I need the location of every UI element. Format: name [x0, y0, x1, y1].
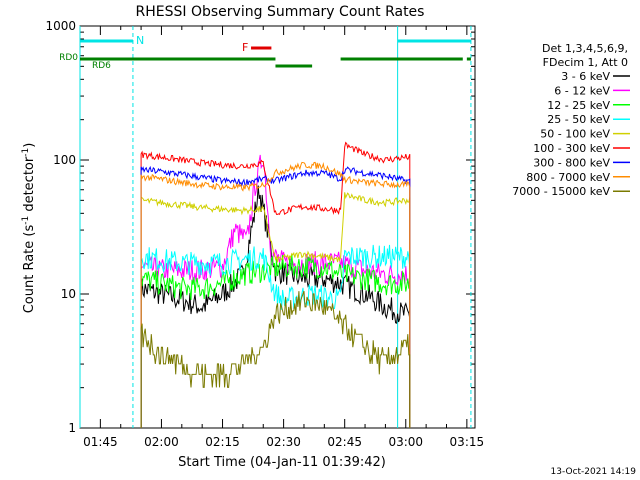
- legend-entry-label: 50 - 100 keV: [540, 128, 610, 141]
- legend-entry-label: 25 - 50 keV: [547, 113, 610, 126]
- legend-header-2: FDecim 1, Att 0: [543, 56, 628, 69]
- legend-entry-label: 3 - 6 keV: [561, 70, 610, 83]
- flag-bars: N F RD0 RD6: [59, 34, 471, 71]
- series-line: [140, 161, 411, 428]
- y-tick-label: 1: [68, 421, 76, 435]
- y-tick-label: 100: [53, 153, 76, 167]
- legend-header-1: Det 1,3,4,5,6,9,: [542, 42, 628, 55]
- legend-entry-label: 12 - 25 keV: [547, 99, 610, 112]
- footer-date: 13-Oct-2021 14:19: [551, 467, 637, 477]
- series-line: [140, 192, 411, 428]
- rd0-flag-label: RD0: [59, 53, 78, 63]
- x-axis: 01:45 02:00 02:15 02:30 02:45 03:00 03:15: [79, 26, 485, 449]
- y-axis-label-sup-2: -1: [21, 148, 31, 157]
- series-line: [140, 141, 411, 428]
- y-axis-label-part-2: detector: [22, 156, 37, 216]
- night-flag-label: N: [136, 34, 144, 47]
- legend-entry-label: 300 - 800 keV: [533, 156, 610, 169]
- y-axis-label: Count Rate (s-1 detector-1): [21, 143, 37, 314]
- x-axis-label: Start Time (04-Jan-11 01:39:42): [178, 455, 386, 470]
- x-tick-label: 02:30: [266, 435, 301, 449]
- y-axis: 1 10 100 1000: [45, 19, 475, 435]
- flare-flag-label: F: [242, 41, 248, 54]
- legend: Det 1,3,4,5,6,9, FDecim 1, Att 0 3 - 6 k…: [512, 42, 630, 198]
- series-line: [140, 185, 411, 428]
- legend-entry-label: 7000 - 15000 keV: [512, 185, 610, 198]
- series-line: [140, 165, 411, 428]
- series-line: [140, 154, 411, 428]
- series-line: [140, 244, 411, 428]
- x-tick-label: 03:15: [450, 435, 485, 449]
- x-tick-label: 01:45: [83, 435, 118, 449]
- x-tick-label: 02:00: [144, 435, 179, 449]
- plot-frame: [79, 25, 476, 429]
- series-line: [140, 290, 411, 428]
- y-axis-label-sup-1: -1: [21, 216, 31, 225]
- y-tick-label: 1000: [45, 19, 76, 33]
- series-lines: [140, 141, 411, 428]
- x-tick-label: 02:45: [327, 435, 362, 449]
- night-lines: [79, 26, 472, 428]
- rd6-flag-label: RD6: [92, 61, 111, 71]
- x-tick-label: 03:00: [388, 435, 423, 449]
- legend-entry-label: 100 - 300 keV: [533, 142, 610, 155]
- y-axis-label-part-1: Count Rate (s: [22, 225, 37, 314]
- series-line: [140, 254, 411, 428]
- x-tick-label: 02:15: [205, 435, 240, 449]
- chart-title: RHESSI Observing Summary Count Rates: [136, 4, 425, 20]
- y-axis-label-part-3: ): [22, 143, 37, 148]
- legend-entry-label: 800 - 7000 keV: [526, 171, 610, 184]
- y-tick-label: 10: [61, 287, 76, 301]
- legend-entry-label: 6 - 12 keV: [554, 84, 610, 97]
